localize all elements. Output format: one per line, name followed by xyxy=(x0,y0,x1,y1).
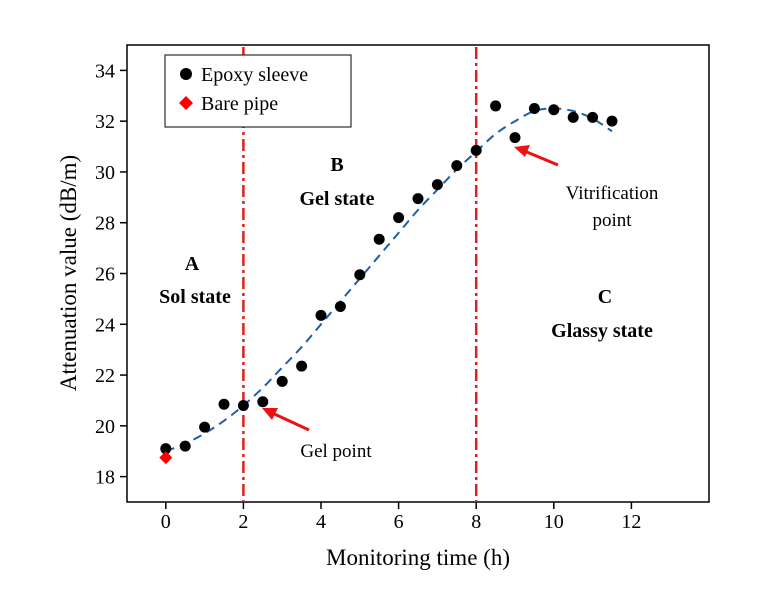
region-c-letter: C xyxy=(598,286,612,308)
gel-point-arrowhead xyxy=(262,408,278,420)
vitrification-arrow xyxy=(521,148,559,167)
vitrification-annotation: Vitrification point xyxy=(514,145,659,231)
epoxy-sleeve-point xyxy=(334,301,346,313)
x-tick-label: 0 xyxy=(161,511,171,533)
epoxy-sleeve-point xyxy=(548,104,560,116)
epoxy-sleeve-point xyxy=(160,443,172,455)
epoxy-sleeve-point xyxy=(431,179,443,191)
region-a-letter: A xyxy=(185,253,200,275)
epoxy-sleeve-point xyxy=(276,375,288,387)
epoxy-sleeve-point xyxy=(354,269,366,281)
data-points xyxy=(159,100,618,465)
epoxy-sleeve-point xyxy=(257,396,269,408)
epoxy-sleeve-point xyxy=(296,360,308,372)
bare-pipe-point xyxy=(159,451,173,465)
epoxy-sleeve-point xyxy=(315,309,327,321)
epoxy-sleeve-point xyxy=(470,144,482,156)
epoxy-sleeve-point xyxy=(528,102,540,114)
epoxy-sleeve-point xyxy=(451,160,463,172)
legend-marker-epoxy xyxy=(180,68,192,80)
x-tick-label: 12 xyxy=(621,511,641,533)
vitrification-arrowhead xyxy=(514,145,530,157)
epoxy-sleeve-point xyxy=(373,233,385,245)
vitrification-label-line2: point xyxy=(592,210,632,231)
region-b-name: Gel state xyxy=(300,188,375,210)
legend: Epoxy sleeve Bare pipe xyxy=(164,54,352,128)
y-tick-label: 32 xyxy=(95,111,115,133)
y-axis-title: Attenuation value (dB/m) xyxy=(56,155,81,391)
y-tick-label: 20 xyxy=(95,416,115,438)
y-tick-label: 24 xyxy=(95,314,115,336)
fit-curve xyxy=(165,107,613,453)
epoxy-sleeve-point xyxy=(218,398,230,410)
y-tick-label: 22 xyxy=(95,365,115,387)
region-a-name: Sol state xyxy=(159,286,231,308)
epoxy-sleeve-point xyxy=(179,440,191,452)
region-c-name: Glassy state xyxy=(551,320,653,342)
y-tick-label: 26 xyxy=(95,264,115,286)
epoxy-sleeve-point xyxy=(199,421,211,433)
x-tick-label: 8 xyxy=(471,511,481,533)
gel-point-arrow xyxy=(269,410,310,432)
epoxy-sleeve-point xyxy=(509,132,521,144)
epoxy-sleeve-point xyxy=(412,193,424,205)
epoxy-sleeve-point xyxy=(567,111,579,123)
fit-curve-group xyxy=(165,107,613,453)
epoxy-sleeve-point xyxy=(393,212,405,224)
epoxy-sleeve-point xyxy=(587,111,599,123)
x-tick-label: 10 xyxy=(544,511,564,533)
y-tick-label: 30 xyxy=(95,162,115,184)
y-tick-label: 18 xyxy=(95,467,115,489)
vitrification-label-line1: Vitrification xyxy=(566,183,659,204)
region-b-letter: B xyxy=(330,154,343,176)
epoxy-sleeve-point xyxy=(606,115,618,127)
x-tick-label: 6 xyxy=(394,511,404,533)
x-tick-label: 2 xyxy=(238,511,248,533)
epoxy-sleeve-point xyxy=(237,400,249,412)
x-tick-label: 4 xyxy=(316,511,326,533)
epoxy-sleeve-point xyxy=(490,100,502,112)
legend-label-epoxy: Epoxy sleeve xyxy=(201,64,308,86)
legend-box xyxy=(164,54,352,128)
gel-point-annotation: Gel point xyxy=(262,408,372,462)
legend-label-bare: Bare pipe xyxy=(201,93,278,115)
legend-marker-bare xyxy=(179,96,193,110)
y-tick-label: 34 xyxy=(95,60,115,82)
x-axis-title: Monitoring time (h) xyxy=(326,545,510,570)
gel-point-label: Gel point xyxy=(300,441,372,462)
y-tick-label: 28 xyxy=(95,213,115,235)
